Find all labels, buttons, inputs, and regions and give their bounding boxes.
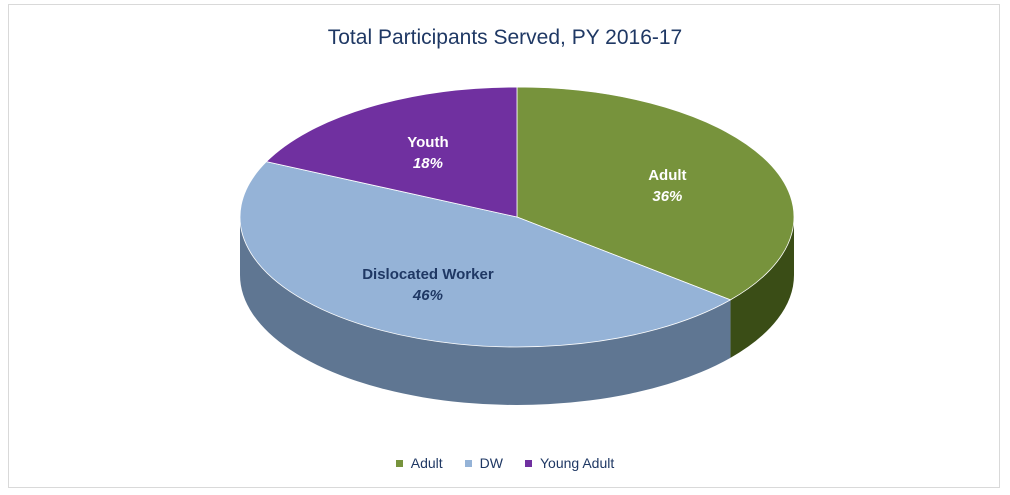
slice-percent-adult: 36% <box>652 188 682 205</box>
legend-item-adult: Adult <box>395 455 443 471</box>
pie-slice-dw <box>239 161 732 348</box>
pie-slice-adult <box>516 86 795 301</box>
slice-label-youth: Youth <box>407 134 448 151</box>
legend-swatch-youth <box>525 459 532 467</box>
pie-slices <box>239 86 795 348</box>
slice-labels: Adult 36% Dislocated Worker 46% Youth 18% <box>362 134 686 304</box>
chart-title: Total Participants Served, PY 2016-17 <box>327 26 683 49</box>
legend: Adult DW Young Adult <box>0 455 1010 471</box>
legend-swatch-dw <box>464 459 472 467</box>
legend-swatch-adult <box>395 459 403 467</box>
legend-label-adult: Adult <box>410 455 443 471</box>
slice-label-dw: Dislocated Worker <box>362 266 494 283</box>
legend-item-youth: Young Adult <box>525 455 614 471</box>
legend-label-youth: Young Adult <box>540 455 615 471</box>
slice-percent-youth: 18% <box>413 155 443 172</box>
slice-percent-dw: 46% <box>412 287 443 304</box>
slice-label-adult: Adult <box>648 167 686 184</box>
pie-slice-youth <box>265 86 518 218</box>
pie-sides <box>240 217 794 405</box>
legend-label-dw: DW <box>479 455 503 471</box>
pie-side-adult <box>730 217 794 358</box>
legend-item-dw: DW <box>464 455 503 471</box>
pie-side-dw <box>240 217 731 405</box>
